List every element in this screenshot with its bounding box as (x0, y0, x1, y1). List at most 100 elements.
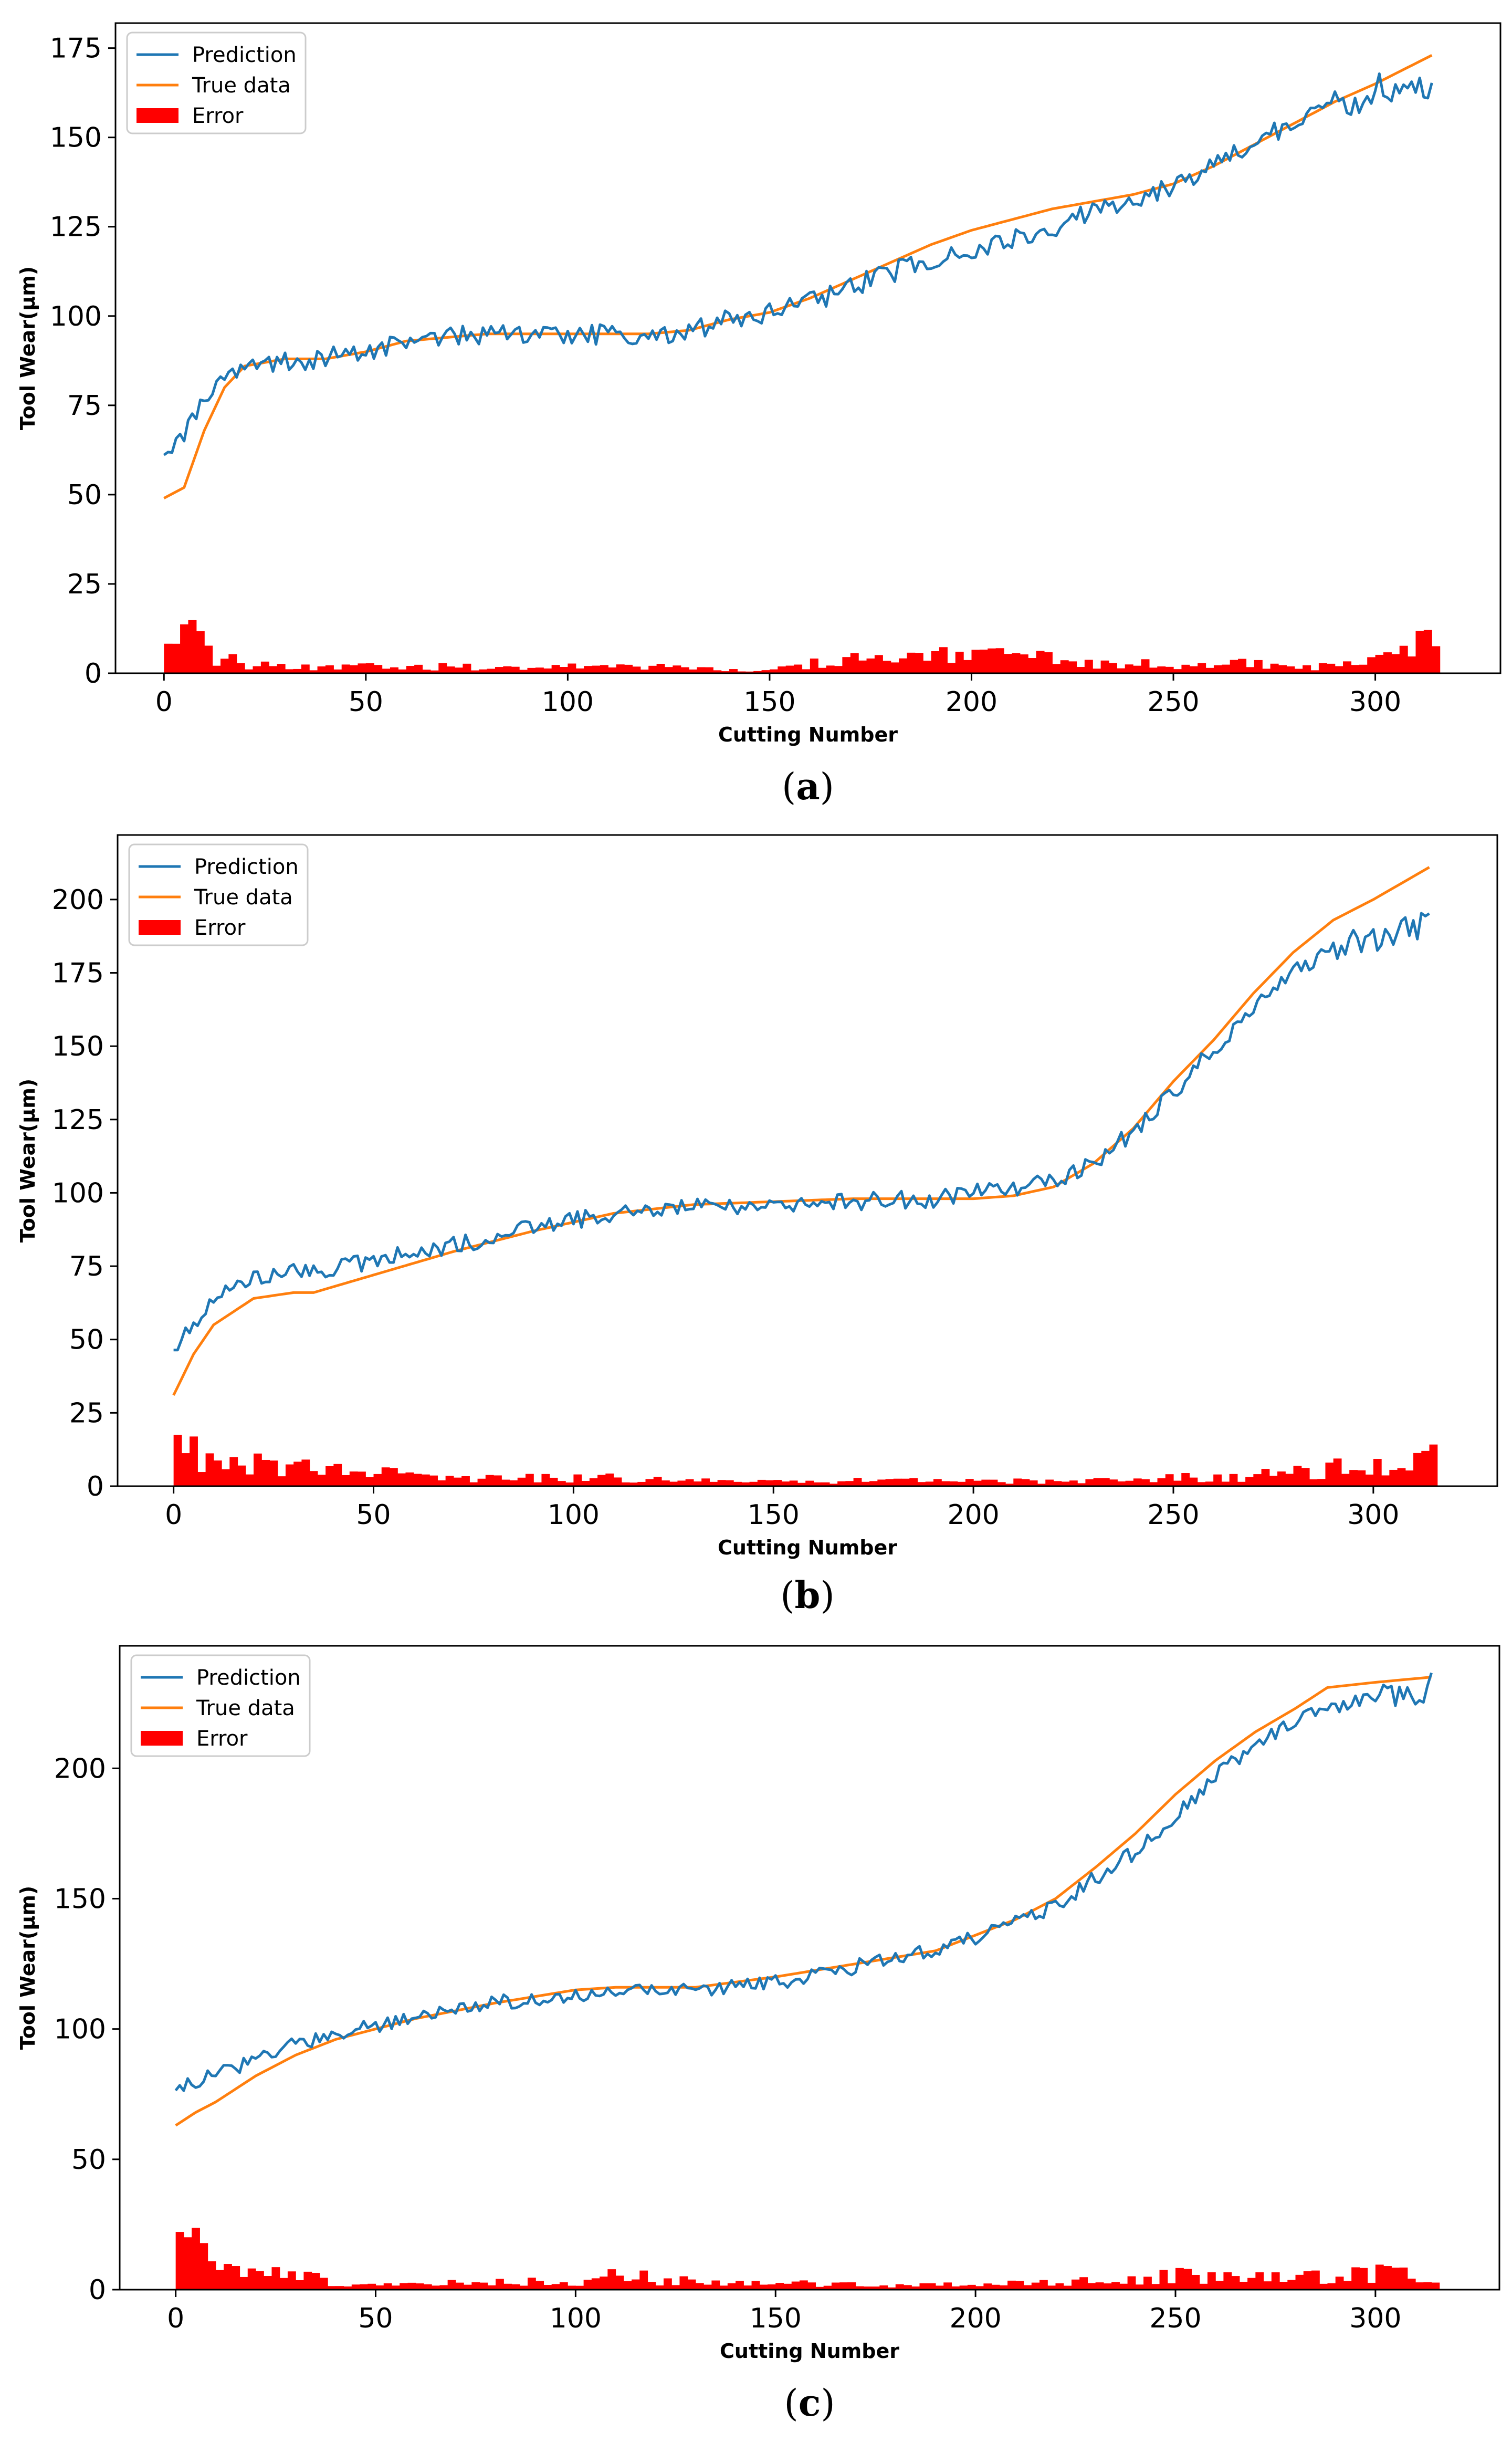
x-axis-label: Cutting Number (718, 723, 898, 746)
error-bar (1165, 666, 1174, 673)
legend-error-swatch (141, 1731, 183, 1746)
error-bar (543, 2285, 552, 2290)
panel-caption: (a) (782, 765, 834, 808)
error-bar (971, 650, 980, 673)
error-bar (794, 664, 803, 673)
error-bar (765, 1480, 774, 1486)
error-bar (351, 2284, 360, 2290)
error-bar (931, 651, 940, 673)
error-bar (781, 1481, 790, 1486)
error-bar (1071, 2279, 1080, 2290)
error-bar (1015, 2281, 1024, 2290)
error-bar (1359, 664, 1368, 673)
error-bar (655, 2285, 664, 2290)
error-bar (853, 1478, 862, 1486)
error-bar (525, 1474, 534, 1486)
error-bar (1023, 2285, 1032, 2290)
error-bar (963, 660, 972, 673)
y-tick-label: 0 (89, 2274, 106, 2306)
error-bar (181, 1453, 190, 1486)
error-bar (326, 1466, 334, 1486)
error-bar (965, 1479, 974, 1486)
error-bar (687, 2279, 696, 2290)
legend-error-swatch (136, 108, 178, 123)
error-bar (640, 670, 649, 673)
y-tick-label: 175 (52, 958, 104, 989)
error-bar (789, 1480, 798, 1486)
error-bar (768, 2284, 776, 2290)
error-bar (745, 671, 754, 673)
error-bar (1004, 654, 1012, 673)
error-bar (1399, 645, 1408, 673)
error-bar (935, 2285, 944, 2290)
error-bar (821, 1482, 830, 1486)
error-bar (637, 1481, 646, 1486)
error-bar (509, 1480, 518, 1486)
error-bar (551, 665, 560, 673)
error-bar (842, 657, 851, 673)
error-bar (285, 669, 294, 673)
error-bar (583, 2280, 592, 2290)
error-bar (389, 1468, 398, 1486)
error-bar (1303, 665, 1311, 673)
error-bar (869, 1481, 878, 1486)
error-bar (422, 670, 431, 673)
error-bar (360, 2284, 368, 2290)
error-bar (1254, 660, 1263, 673)
error-bar (565, 1482, 574, 1486)
error-bar (861, 1481, 870, 1486)
error-bar (705, 667, 713, 673)
error-bar (1012, 653, 1021, 673)
error-bar (1335, 2277, 1344, 2290)
error-bar (519, 670, 528, 673)
error-bar (1286, 666, 1295, 673)
error-bar (704, 2284, 712, 2290)
error-bar (1310, 670, 1319, 673)
error-bar (919, 2283, 928, 2290)
error-bar (600, 665, 608, 673)
error-bar (1373, 1459, 1382, 1486)
error-bar (175, 2232, 184, 2290)
error-bar (749, 1481, 758, 1486)
error-bar (911, 2286, 920, 2290)
error-bar (717, 1480, 726, 1486)
error-bar (573, 1474, 582, 1486)
error-bar (815, 2287, 824, 2290)
error-bar (874, 655, 883, 673)
error-bar (253, 1453, 262, 1486)
error-bar (277, 1476, 286, 1486)
error-bar (1423, 630, 1432, 673)
y-tick-label: 0 (87, 1471, 104, 1502)
error-bar (1133, 1478, 1142, 1486)
error-bar (1245, 1477, 1254, 1486)
error-bar (1005, 1484, 1014, 1486)
error-bar (785, 665, 794, 673)
error-bar (773, 1480, 782, 1486)
y-axis-label: Tool Wear(μm) (16, 266, 39, 430)
error-bar (341, 1475, 350, 1486)
error-bar (1063, 2285, 1072, 2290)
error-bar (406, 666, 415, 673)
error-bar (1181, 664, 1190, 673)
legend-error-swatch (139, 920, 181, 935)
legend-error-label: Error (196, 1727, 248, 1751)
error-bar (605, 1473, 614, 1486)
error-bar (328, 2286, 336, 2290)
x-tick-label: 250 (1147, 686, 1199, 718)
error-bar (887, 2287, 896, 2290)
error-bar (438, 663, 447, 673)
error-bar (807, 2282, 816, 2290)
error-bar (183, 2237, 192, 2290)
error-bar (1151, 2284, 1160, 2290)
error-bar (1198, 663, 1206, 673)
error-bar (325, 665, 334, 673)
error-bar (511, 666, 520, 673)
error-bar (607, 2269, 616, 2290)
x-axis-label: Cutting Number (718, 1536, 897, 1559)
x-tick-label: 300 (1349, 686, 1401, 718)
error-bar (1351, 665, 1360, 673)
error-bar (373, 1474, 382, 1486)
error-bar (939, 647, 948, 673)
error-bar (1335, 666, 1343, 673)
